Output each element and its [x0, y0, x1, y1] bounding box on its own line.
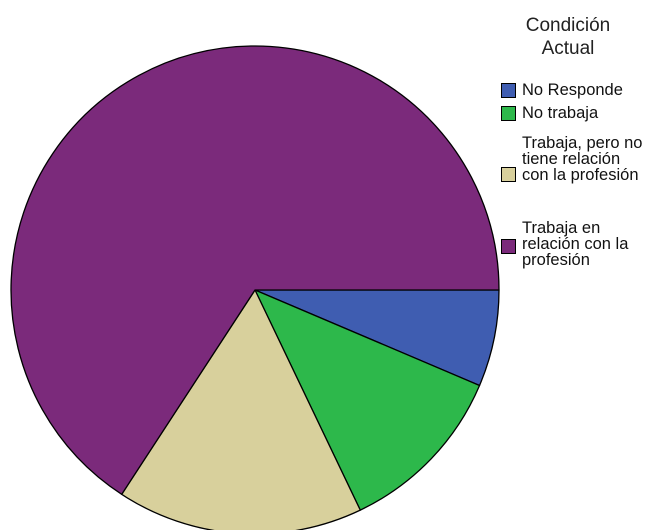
legend: No Responde No trabaja Trabaja, pero no … — [498, 82, 655, 268]
legend-label-no-responde: No Responde — [522, 81, 623, 99]
legend-title: Condición Actual — [525, 15, 611, 59]
legend-label-trabaja-sin-relacion: Trabaja, pero no tiene relación con la p… — [522, 134, 643, 184]
legend-item-trabaja-con-relacion: Trabaja en relación con la profesión — [498, 220, 647, 268]
legend-label-no-trabaja: No trabaja — [522, 104, 599, 122]
legend-label-trabaja-con-relacion: Trabaja en relación con la profesión — [522, 219, 629, 269]
pie-slices — [10, 45, 500, 530]
legend-item-no-responde: No Responde — [498, 82, 655, 105]
legend-item-trabaja-sin-relacion: Trabaja, pero no tiene relación con la p… — [498, 135, 647, 220]
pie-slice-trabaja-con-relacion — [10, 45, 500, 496]
legend-swatch-no-trabaja — [501, 106, 516, 121]
legend-swatch-no-responde — [501, 83, 516, 98]
legend-swatch-trabaja-con-relacion — [501, 239, 516, 254]
legend-item-no-trabaja: No trabaja — [498, 105, 655, 135]
pie-slice-trabaja-sin-relacion — [121, 289, 361, 530]
pie-slice-no-trabaja — [254, 289, 481, 511]
legend-swatch-trabaja-sin-relacion — [501, 167, 516, 182]
